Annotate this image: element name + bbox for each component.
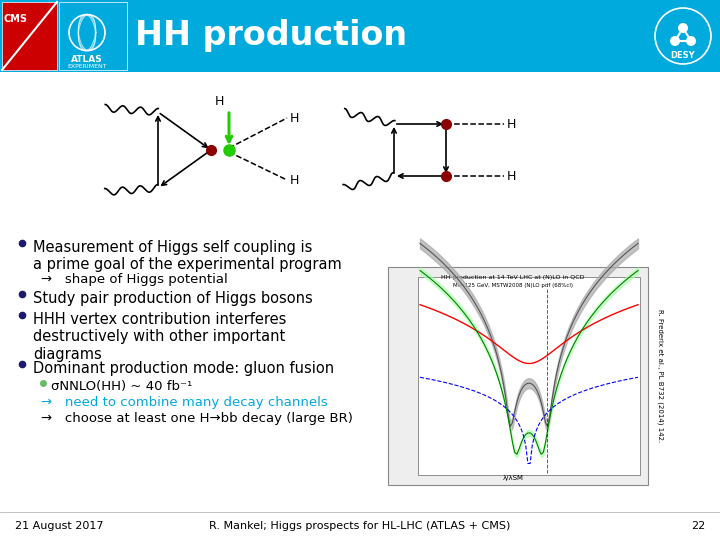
Text: Mₕ=125 GeV, MSTW2008 (N)LO pdf (68%cl): Mₕ=125 GeV, MSTW2008 (N)LO pdf (68%cl) — [453, 283, 573, 288]
Text: H: H — [507, 118, 516, 131]
Text: ATLAS: ATLAS — [71, 56, 103, 64]
Text: σNNLO(HH) ~ 40 fb⁻¹: σNNLO(HH) ~ 40 fb⁻¹ — [51, 380, 192, 393]
Bar — [388, 267, 648, 485]
Text: H: H — [215, 95, 224, 108]
Bar — [418, 277, 640, 475]
Bar — [0, 0, 720, 72]
Text: Study pair production of Higgs bosons: Study pair production of Higgs bosons — [33, 291, 312, 306]
Bar — [2, 2, 57, 70]
Text: CMS: CMS — [4, 14, 28, 24]
Circle shape — [670, 36, 680, 46]
Text: HH production: HH production — [135, 19, 407, 52]
Text: →   shape of Higgs potential: → shape of Higgs potential — [41, 273, 228, 286]
Text: Measurement of Higgs self coupling is
a prime goal of the experimental program: Measurement of Higgs self coupling is a … — [33, 240, 342, 272]
Text: R. Frederix et al., PL B732 (2014) 142.: R. Frederix et al., PL B732 (2014) 142. — [657, 309, 663, 443]
Text: EXPERIMENT: EXPERIMENT — [67, 64, 107, 69]
Bar — [59, 2, 127, 70]
Text: HH production at 14 TeV LHC at (N)LO in QCD: HH production at 14 TeV LHC at (N)LO in … — [441, 275, 585, 280]
Text: H: H — [290, 173, 300, 186]
Circle shape — [655, 8, 711, 64]
Text: H: H — [290, 111, 300, 125]
Circle shape — [678, 23, 688, 33]
Text: DESY: DESY — [671, 51, 696, 60]
Circle shape — [686, 36, 696, 46]
Text: R. Mankel; Higgs prospects for HL-LHC (ATLAS + CMS): R. Mankel; Higgs prospects for HL-LHC (A… — [210, 521, 510, 531]
Text: H: H — [507, 170, 516, 183]
Text: HHH vertex contribution interferes
destructively with other important
diagrams: HHH vertex contribution interferes destr… — [33, 312, 287, 362]
Text: 22: 22 — [690, 521, 705, 531]
Text: →   need to combine many decay channels: → need to combine many decay channels — [41, 396, 328, 409]
Text: λ/λSM: λ/λSM — [503, 475, 523, 481]
Text: Dominant production mode: gluon fusion: Dominant production mode: gluon fusion — [33, 361, 334, 376]
Text: 21 August 2017: 21 August 2017 — [15, 521, 104, 531]
Text: →   choose at least one H→bb decay (large BR): → choose at least one H→bb decay (large … — [41, 412, 353, 425]
